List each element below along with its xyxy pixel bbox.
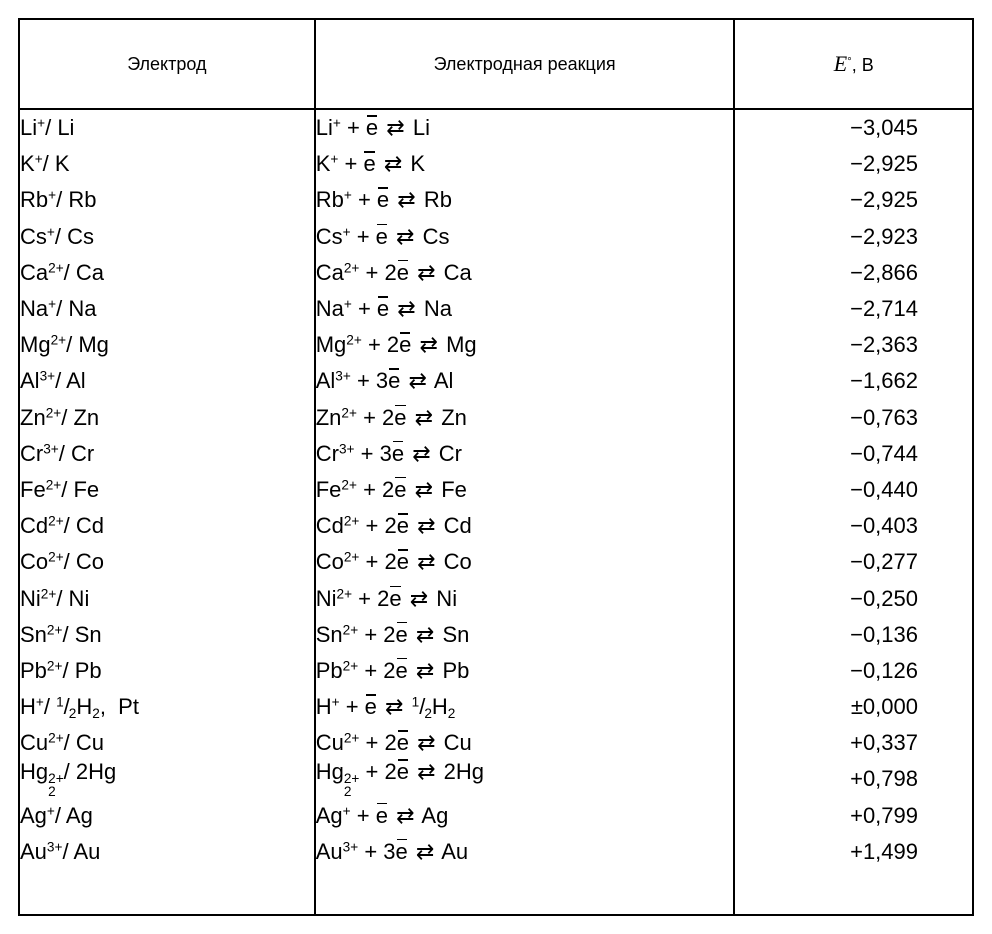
potential-cell: −2,866 bbox=[735, 255, 962, 291]
potential-cell: −2,714 bbox=[735, 291, 962, 327]
potential-cell: −0,744 bbox=[735, 436, 962, 472]
electrode-cell: Au3+/ Au bbox=[20, 834, 314, 870]
reaction-cell: K+ + e ⇄ K bbox=[316, 146, 734, 182]
electrode-cell: Na+/ Na bbox=[20, 291, 314, 327]
potential-cell: −0,440 bbox=[735, 472, 962, 508]
reaction-cell: Pb2+ + 2e ⇄ Pb bbox=[316, 653, 734, 689]
reaction-cell: Cu2+ + 2e ⇄ Cu bbox=[316, 725, 734, 761]
electrode-cell: Cs+/ Cs bbox=[20, 219, 314, 255]
table-body: Li+/ LiK+/ KRb+/ RbCs+/ CsCa2+/ CaNa+/ N… bbox=[19, 109, 973, 915]
electrode-cell: Hg2+2/ 2Hg bbox=[20, 761, 314, 797]
reaction-cell: Fe2+ + 2e ⇄ Fe bbox=[316, 472, 734, 508]
column-electrode: Li+/ LiK+/ KRb+/ RbCs+/ CsCa2+/ CaNa+/ N… bbox=[19, 109, 315, 915]
header-electrode-label: Электрод bbox=[127, 54, 206, 75]
electrode-cell: Cd2+/ Cd bbox=[20, 508, 314, 544]
electrode-potentials-table: Электрод Электродная реакция E°, В Li+/ … bbox=[18, 18, 974, 916]
potential-cell: ±0,000 bbox=[735, 689, 962, 725]
potential-cell: −2,363 bbox=[735, 327, 962, 363]
electrode-cell: Ni2+/ Ni bbox=[20, 580, 314, 616]
electrode-cell: Ag+/ Ag bbox=[20, 798, 314, 834]
potential-cell: −3,045 bbox=[735, 110, 962, 146]
electrode-cell: Zn2+/ Zn bbox=[20, 400, 314, 436]
header-reaction: Электродная реакция bbox=[315, 19, 735, 109]
header-reaction-label: Электродная реакция bbox=[434, 54, 616, 75]
header-potential-label: E°, В bbox=[834, 51, 874, 77]
reaction-cell: H+ + e ⇄ 1/2H2 bbox=[316, 689, 734, 725]
reaction-cell: Cd2+ + 2e ⇄ Cd bbox=[316, 508, 734, 544]
electrode-cell: Rb+/ Rb bbox=[20, 182, 314, 218]
reaction-cell: Sn2+ + 2e ⇄ Sn bbox=[316, 617, 734, 653]
electrode-cell: Sn2+/ Sn bbox=[20, 617, 314, 653]
electrode-cell: Mg2+/ Mg bbox=[20, 327, 314, 363]
column-potential: −3,045−2,925−2,925−2,923−2,866−2,714−2,3… bbox=[734, 109, 973, 915]
table-header: Электрод Электродная реакция E°, В bbox=[19, 19, 973, 109]
potential-cell: −0,277 bbox=[735, 544, 962, 580]
potential-cell: −2,923 bbox=[735, 219, 962, 255]
electrode-cell: Cu2+/ Cu bbox=[20, 725, 314, 761]
reaction-cell: Au3+ + 3e ⇄ Au bbox=[316, 834, 734, 870]
page: Электрод Электродная реакция E°, В Li+/ … bbox=[0, 0, 992, 934]
potential-cell: −1,662 bbox=[735, 363, 962, 399]
potential-cell: −2,925 bbox=[735, 182, 962, 218]
potential-cell: +0,799 bbox=[735, 798, 962, 834]
potential-cell: −0,763 bbox=[735, 400, 962, 436]
electrode-cell: Li+/ Li bbox=[20, 110, 314, 146]
potential-cell: +0,798 bbox=[735, 761, 962, 797]
electrode-cell: Al3+/ Al bbox=[20, 363, 314, 399]
reaction-cell: Cr3+ + 3e ⇄ Cr bbox=[316, 436, 734, 472]
header-potential: E°, В bbox=[734, 19, 973, 109]
potential-cell: +0,337 bbox=[735, 725, 962, 761]
header-electrode: Электрод bbox=[19, 19, 315, 109]
reaction-cell: Zn2+ + 2e ⇄ Zn bbox=[316, 400, 734, 436]
electrode-cell: H+/ 1/2H2, Pt bbox=[20, 689, 314, 725]
electrode-cell: K+/ K bbox=[20, 146, 314, 182]
electrode-cell: Fe2+/ Fe bbox=[20, 472, 314, 508]
potential-cell: −0,126 bbox=[735, 653, 962, 689]
reaction-cell: Ni2+ + 2e ⇄ Ni bbox=[316, 580, 734, 616]
reaction-cell: Hg2+2 + 2e ⇄ 2Hg bbox=[316, 761, 734, 797]
potential-cell: −0,250 bbox=[735, 580, 962, 616]
electrode-cell: Co2+/ Co bbox=[20, 544, 314, 580]
reaction-cell: Cs+ + e ⇄ Cs bbox=[316, 219, 734, 255]
reaction-cell: Al3+ + 3e ⇄ Al bbox=[316, 363, 734, 399]
reaction-cell: Na+ + e ⇄ Na bbox=[316, 291, 734, 327]
electrode-cell: Ca2+/ Ca bbox=[20, 255, 314, 291]
reaction-cell: Li+ + e ⇄ Li bbox=[316, 110, 734, 146]
potential-cell: −0,403 bbox=[735, 508, 962, 544]
reaction-cell: Mg2+ + 2e ⇄ Mg bbox=[316, 327, 734, 363]
potential-cell: −0,136 bbox=[735, 617, 962, 653]
reaction-cell: Rb+ + e ⇄ Rb bbox=[316, 182, 734, 218]
header-potential-symbol: E bbox=[834, 51, 847, 76]
potential-cell: +1,499 bbox=[735, 834, 962, 870]
reaction-cell: Ag+ + e ⇄ Ag bbox=[316, 798, 734, 834]
header-potential-unit: , В bbox=[852, 55, 874, 75]
electrode-cell: Pb2+/ Pb bbox=[20, 653, 314, 689]
potential-cell: −2,925 bbox=[735, 146, 962, 182]
reaction-cell: Co2+ + 2e ⇄ Co bbox=[316, 544, 734, 580]
reaction-cell: Ca2+ + 2e ⇄ Ca bbox=[316, 255, 734, 291]
electrode-cell: Cr3+/ Cr bbox=[20, 436, 314, 472]
column-reaction: Li+ + e ⇄ LiK+ + e ⇄ KRb+ + e ⇄ RbCs+ + … bbox=[315, 109, 735, 915]
